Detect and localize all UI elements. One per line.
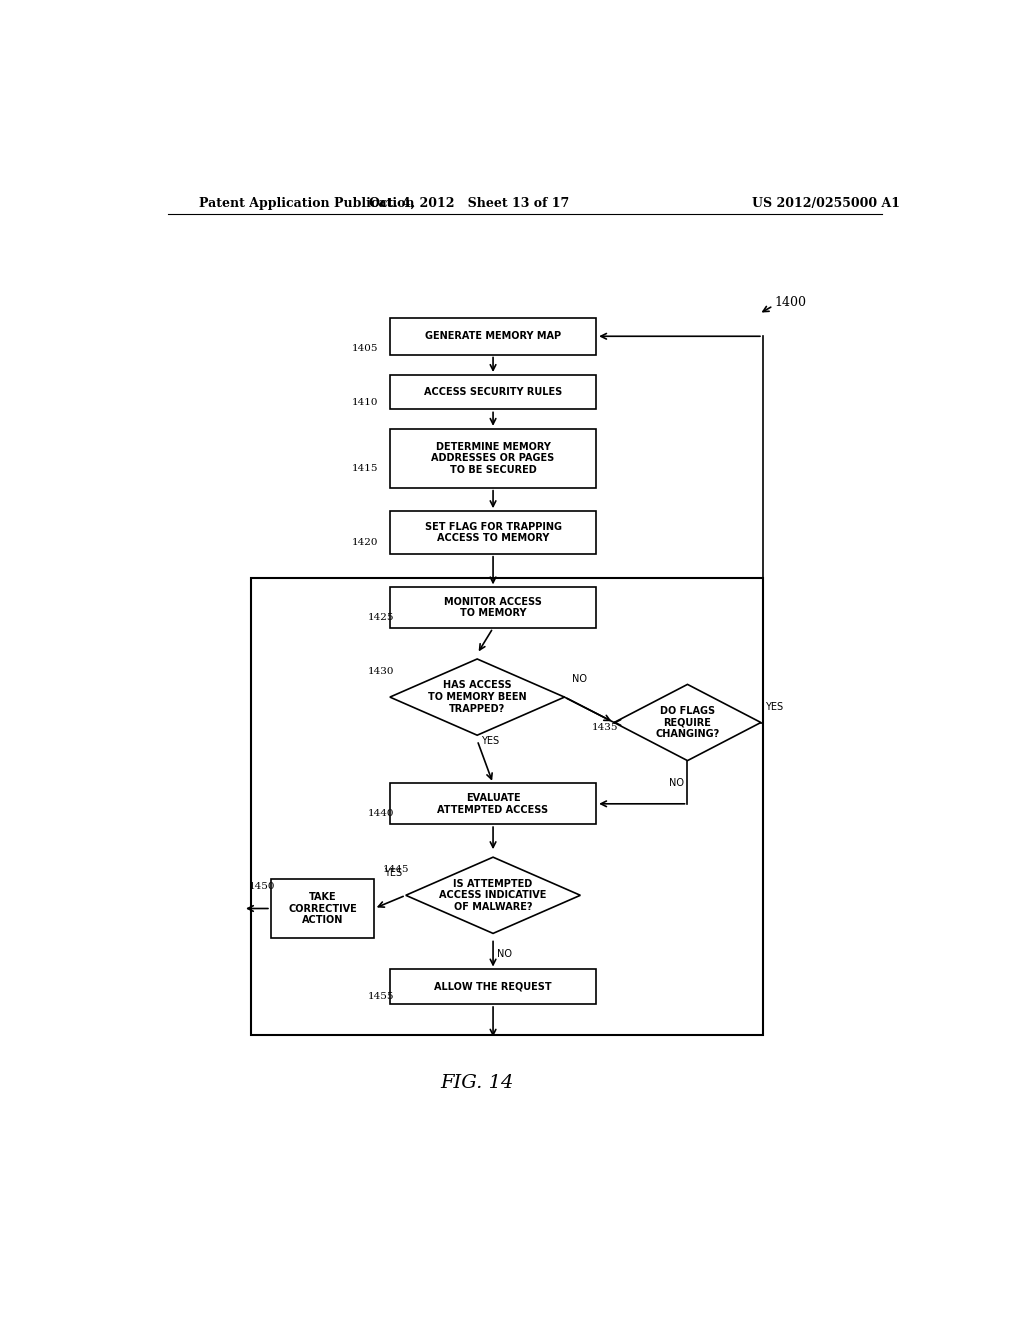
Text: EVALUATE
ATTEMPTED ACCESS: EVALUATE ATTEMPTED ACCESS (437, 793, 549, 814)
Text: NO: NO (669, 777, 684, 788)
Text: 1445: 1445 (383, 866, 410, 874)
Text: Patent Application Publication: Patent Application Publication (200, 197, 415, 210)
FancyBboxPatch shape (390, 969, 596, 1005)
Text: MONITOR ACCESS
TO MEMORY: MONITOR ACCESS TO MEMORY (444, 597, 542, 619)
Text: YES: YES (481, 735, 500, 746)
Text: 1450: 1450 (248, 882, 274, 891)
Text: 1415: 1415 (351, 463, 378, 473)
Text: TAKE
CORRECTIVE
ACTION: TAKE CORRECTIVE ACTION (288, 892, 356, 925)
Text: YES: YES (384, 869, 401, 878)
FancyBboxPatch shape (390, 375, 596, 409)
FancyBboxPatch shape (270, 879, 374, 939)
Polygon shape (406, 857, 581, 933)
Text: FIG. 14: FIG. 14 (440, 1074, 514, 1093)
Text: DETERMINE MEMORY
ADDRESSES OR PAGES
TO BE SECURED: DETERMINE MEMORY ADDRESSES OR PAGES TO B… (431, 442, 555, 475)
Text: 1420: 1420 (351, 539, 378, 546)
Text: ACCESS SECURITY RULES: ACCESS SECURITY RULES (424, 387, 562, 397)
FancyBboxPatch shape (390, 318, 596, 355)
Text: Oct. 4, 2012   Sheet 13 of 17: Oct. 4, 2012 Sheet 13 of 17 (369, 197, 569, 210)
Text: IS ATTEMPTED
ACCESS INDICATIVE
OF MALWARE?: IS ATTEMPTED ACCESS INDICATIVE OF MALWAR… (439, 879, 547, 912)
Text: 1400: 1400 (775, 296, 807, 309)
Text: 1405: 1405 (351, 345, 378, 352)
Text: NO: NO (497, 949, 512, 958)
Polygon shape (390, 659, 564, 735)
FancyBboxPatch shape (390, 784, 596, 824)
FancyBboxPatch shape (390, 587, 596, 628)
Text: HAS ACCESS
TO MEMORY BEEN
TRAPPED?: HAS ACCESS TO MEMORY BEEN TRAPPED? (428, 681, 526, 714)
Text: 1410: 1410 (351, 397, 378, 407)
Text: NO: NO (572, 673, 588, 684)
Text: SET FLAG FOR TRAPPING
ACCESS TO MEMORY: SET FLAG FOR TRAPPING ACCESS TO MEMORY (425, 521, 561, 544)
Text: 1435: 1435 (592, 723, 618, 733)
FancyBboxPatch shape (390, 511, 596, 554)
Polygon shape (614, 684, 761, 760)
Text: YES: YES (765, 702, 783, 713)
Text: GENERATE MEMORY MAP: GENERATE MEMORY MAP (425, 331, 561, 342)
Text: 1425: 1425 (368, 614, 394, 622)
Text: ALLOW THE REQUEST: ALLOW THE REQUEST (434, 982, 552, 991)
Text: 1440: 1440 (368, 809, 394, 818)
Text: 1430: 1430 (368, 667, 394, 676)
Text: US 2012/0255000 A1: US 2012/0255000 A1 (753, 197, 900, 210)
Text: 1455: 1455 (368, 993, 394, 1002)
Text: DO FLAGS
REQUIRE
CHANGING?: DO FLAGS REQUIRE CHANGING? (655, 706, 720, 739)
FancyBboxPatch shape (390, 429, 596, 487)
